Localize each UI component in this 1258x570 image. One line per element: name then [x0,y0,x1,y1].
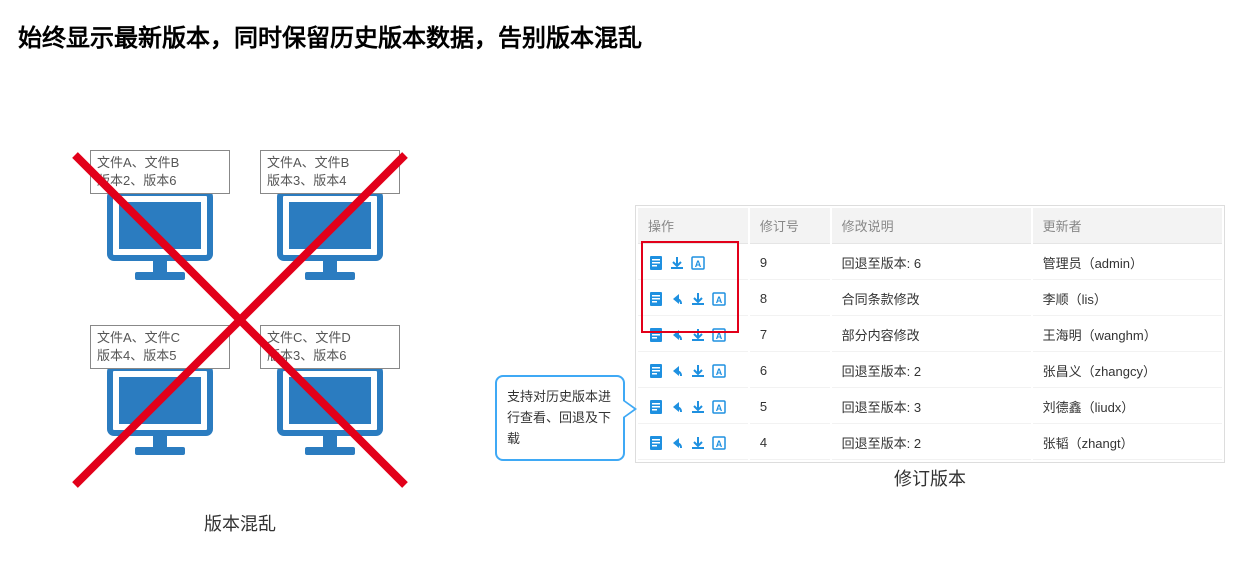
table-row: 4回退至版本: 2张韬（zhangt） [638,426,1222,460]
rev-cell: 5 [750,390,830,424]
view-icon[interactable] [648,435,664,451]
revert-icon[interactable] [669,327,685,343]
computer-label-line2: 版本4、版本5 [97,348,176,363]
download-icon[interactable] [669,255,685,271]
download-icon[interactable] [690,363,706,379]
table-row: 7部分内容修改王海明（wanghm） [638,318,1222,352]
view-icon[interactable] [648,363,664,379]
desc-cell: 合同条款修改 [832,282,1031,316]
table-row: 5回退至版本: 3刘德鑫（liudx） [638,390,1222,424]
desc-cell: 回退至版本: 3 [832,390,1031,424]
computer-item: 文件A、文件C 版本4、版本5 [90,325,230,463]
right-caption: 修订版本 [635,465,1225,491]
computer-label-line1: 文件A、文件B [97,155,179,170]
updater-cell: 张韬（zhangt） [1033,426,1222,460]
col-desc-header: 修改说明 [832,208,1031,244]
callout-arrow-inner-icon [623,401,634,417]
monitor-icon [105,188,215,288]
monitor-icon [275,188,385,288]
properties-icon[interactable] [690,255,706,271]
updater-cell: 李顺（lis） [1033,282,1222,316]
table-row: 9回退至版本: 6管理员（admin） [638,246,1222,280]
callout-box: 支持对历史版本进行查看、回退及下载 [495,375,625,461]
properties-icon[interactable] [711,291,727,307]
ops-cell [638,318,748,352]
ops-cell [638,426,748,460]
table-header-row: 操作 修订号 修改说明 更新者 [638,208,1222,244]
computer-label-line2: 版本2、版本6 [97,173,176,188]
version-table: 操作 修订号 修改说明 更新者 9回退至版本: 6管理员（admin）8合同条款… [635,205,1225,463]
view-icon[interactable] [648,291,664,307]
rev-cell: 9 [750,246,830,280]
table-row: 6回退至版本: 2张昌义（zhangcy） [638,354,1222,388]
properties-icon[interactable] [711,363,727,379]
monitor-icon [275,363,385,463]
updater-cell: 张昌义（zhangcy） [1033,354,1222,388]
updater-cell: 管理员（admin） [1033,246,1222,280]
table-row: 8合同条款修改李顺（lis） [638,282,1222,316]
ops-cell [638,246,748,280]
left-caption: 版本混乱 [70,510,410,536]
rev-cell: 4 [750,426,830,460]
col-updater-header: 更新者 [1033,208,1222,244]
ops-cell [638,282,748,316]
download-icon[interactable] [690,327,706,343]
computer-label-line1: 文件A、文件B [267,155,349,170]
computer-label-line2: 版本3、版本6 [267,348,346,363]
desc-cell: 回退至版本: 2 [832,426,1031,460]
computer-label: 文件A、文件B 版本3、版本4 [260,150,400,194]
download-icon[interactable] [690,291,706,307]
col-rev-header: 修订号 [750,208,830,244]
computer-item: 文件A、文件B 版本3、版本4 [260,150,400,288]
revert-icon[interactable] [669,291,685,307]
left-panel: 文件A、文件B 版本2、版本6 文件A、文件B 版本3、版本4 文件A、文件C 版本4、版… [70,150,410,536]
monitor-icon [105,363,215,463]
view-icon[interactable] [648,399,664,415]
desc-cell: 回退至版本: 6 [832,246,1031,280]
col-ops-header: 操作 [638,208,748,244]
revert-icon[interactable] [669,399,685,415]
computer-label: 文件A、文件B 版本2、版本6 [90,150,230,194]
desc-cell: 部分内容修改 [832,318,1031,352]
download-icon[interactable] [690,399,706,415]
computer-label-line2: 版本3、版本4 [267,173,346,188]
computer-grid: 文件A、文件B 版本2、版本6 文件A、文件B 版本3、版本4 文件A、文件C 版本4、版… [70,150,410,490]
callout-text: 支持对历史版本进行查看、回退及下载 [507,389,611,446]
computer-item: 文件A、文件B 版本2、版本6 [90,150,230,288]
revert-icon[interactable] [669,363,685,379]
computer-item: 文件C、文件D 版本3、版本6 [260,325,400,463]
updater-cell: 王海明（wanghm） [1033,318,1222,352]
ops-cell [638,390,748,424]
updater-cell: 刘德鑫（liudx） [1033,390,1222,424]
rev-cell: 6 [750,354,830,388]
computer-label: 文件A、文件C 版本4、版本5 [90,325,230,369]
computer-label-line1: 文件A、文件C [97,330,180,345]
page-title: 始终显示最新版本，同时保留历史版本数据，告别版本混乱 [0,0,1258,53]
properties-icon[interactable] [711,435,727,451]
properties-icon[interactable] [711,327,727,343]
revert-icon[interactable] [669,435,685,451]
download-icon[interactable] [690,435,706,451]
computer-label-line1: 文件C、文件D [267,330,351,345]
computer-label: 文件C、文件D 版本3、版本6 [260,325,400,369]
desc-cell: 回退至版本: 2 [832,354,1031,388]
ops-cell [638,354,748,388]
view-icon[interactable] [648,327,664,343]
view-icon[interactable] [648,255,664,271]
rev-cell: 7 [750,318,830,352]
properties-icon[interactable] [711,399,727,415]
rev-cell: 8 [750,282,830,316]
